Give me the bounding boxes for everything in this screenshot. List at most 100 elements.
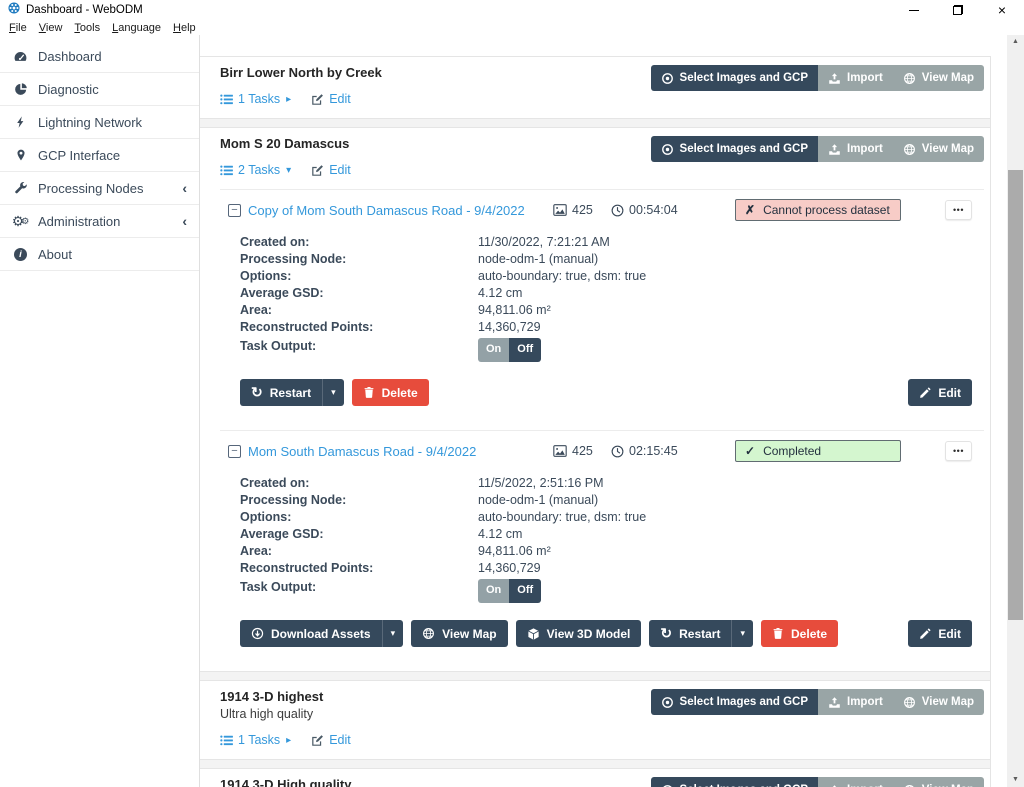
download-assets-dropdown-button[interactable]: ▾ (381, 620, 404, 647)
chevron-left-icon: ‹ (182, 180, 187, 196)
view-map-task-button[interactable]: View Map (411, 620, 508, 647)
detail-value: 4.12 cm (478, 286, 523, 300)
task-menu-button[interactable]: ••• (945, 200, 972, 220)
pencil-square-icon (312, 93, 324, 105)
import-button[interactable]: Import (818, 777, 893, 787)
status-badge: ✗ Cannot process dataset (735, 199, 901, 221)
menu-help[interactable]: Help (173, 21, 196, 34)
import-button[interactable]: Import (818, 136, 893, 162)
webodm-logo-icon (8, 1, 20, 19)
select-images-gcp-button[interactable]: Select Images and GCP (650, 65, 819, 91)
sidebar-item-label: GCP Interface (38, 147, 121, 163)
project-edit-link[interactable]: Edit (311, 92, 351, 106)
view-map-button[interactable]: View Map (892, 777, 984, 787)
select-images-gcp-button[interactable]: Select Images and GCP (650, 689, 819, 715)
menu-file[interactable]: File (9, 21, 27, 34)
delete-button[interactable]: Delete (351, 379, 429, 406)
sidebar-item-diagnostic[interactable]: Diagnostic (0, 73, 199, 106)
toggle-on-button[interactable]: On (478, 338, 510, 362)
row-separator (200, 760, 990, 768)
sidebar-item-lightning-network[interactable]: Lightning Network (0, 106, 199, 139)
sidebar-item-label: Dashboard (38, 48, 102, 64)
vertical-scrollbar[interactable]: ▲ ▼ (1007, 35, 1024, 787)
upload-icon (829, 143, 840, 155)
upload-icon (832, 784, 837, 787)
cube-icon (527, 627, 539, 640)
sidebar-item-administration[interactable]: ⚙ ⚙ Administration ‹ (0, 205, 199, 238)
task-menu-button[interactable]: ••• (945, 441, 972, 461)
sidebar-item-dashboard[interactable]: Dashboard (0, 40, 199, 73)
pencil-icon (920, 386, 931, 398)
tasks-link[interactable]: 2 Tasks ▾ (220, 163, 291, 177)
restart-dropdown-button[interactable]: ▾ (322, 379, 344, 406)
task-actions: ↻ Restart ▾ Delete Edit (240, 379, 972, 406)
restart-button[interactable]: ↻ Restart (649, 620, 732, 647)
trash-icon (773, 628, 783, 639)
sidebar-item-label: Processing Nodes (38, 180, 144, 196)
sidebar-item-processing-nodes[interactable]: Processing Nodes ‹ (0, 172, 199, 205)
refresh-icon: ↻ (660, 625, 673, 641)
window-title: Dashboard - WebODM (26, 4, 143, 16)
sidebar-item-about[interactable]: i About (0, 238, 199, 271)
project-edit-link[interactable]: Edit (311, 733, 351, 747)
menu-language[interactable]: Language (112, 21, 162, 34)
tasks-link[interactable]: 1 Tasks ▸ (220, 92, 291, 106)
delete-button[interactable]: Delete (761, 620, 839, 647)
detail-value: node-odm-1 (manual) (478, 493, 599, 507)
close-button[interactable]: × (980, 0, 1024, 20)
view-map-button[interactable]: View Map (892, 65, 984, 91)
view-map-button[interactable]: View Map (892, 136, 984, 162)
sidebar-item-label: About (38, 246, 72, 262)
project-buttons: Select Images and GCP Import View Map (650, 777, 984, 787)
menu-tools[interactable]: Tools (74, 21, 101, 34)
view-3d-model-button[interactable]: View 3D Model (515, 620, 642, 647)
caret-right-icon: ▸ (286, 93, 292, 105)
scroll-up-arrow-icon[interactable]: ▲ (1012, 38, 1019, 45)
info-circle-icon: i (12, 247, 29, 261)
caret-down-icon: ▾ (331, 387, 336, 397)
globe-icon (903, 143, 915, 155)
row-separator (200, 119, 990, 127)
task-title-link[interactable]: Mom South Damascus Road - 9/4/2022 (248, 443, 477, 459)
sidebar-item-gcp-interface[interactable]: GCP Interface (0, 139, 199, 172)
scrollbar-thumb[interactable] (1008, 170, 1023, 620)
import-button[interactable]: Import (818, 65, 893, 91)
task-details: Created on: 11/30/2022, 7:21:21 AM Proces… (240, 234, 984, 362)
pencil-icon (920, 627, 931, 639)
restore-button[interactable] (936, 0, 980, 20)
check-icon: ✓ (745, 444, 756, 458)
lightning-bolt-icon (12, 115, 29, 129)
task-title-link[interactable]: Copy of Mom South Damascus Road - 9/4/20… (248, 202, 525, 218)
collapse-task-button[interactable]: − (228, 203, 241, 217)
collapse-task-button[interactable]: − (228, 444, 241, 458)
edit-task-button[interactable]: Edit (908, 379, 972, 406)
toggle-on-button[interactable]: On (478, 579, 510, 603)
scroll-down-arrow-icon[interactable]: ▼ (1012, 776, 1019, 783)
import-button[interactable]: Import (818, 689, 893, 715)
menu-view[interactable]: View (38, 21, 63, 34)
tasks-link[interactable]: 1 Tasks ▸ (220, 733, 291, 747)
upload-icon (829, 696, 840, 708)
pie-chart-icon (12, 82, 29, 96)
close-icon: × (997, 2, 1007, 18)
select-images-gcp-button[interactable]: Select Images and GCP (650, 777, 819, 787)
task-output-toggle: On Off (478, 338, 542, 362)
window-controls: × (892, 0, 1024, 20)
restart-dropdown-button[interactable]: ▾ (731, 620, 754, 647)
view-map-button[interactable]: View Map (892, 689, 984, 715)
toggle-off-button[interactable]: Off (509, 579, 542, 603)
dot-circle-icon (661, 143, 673, 155)
edit-task-button[interactable]: Edit (908, 620, 972, 647)
task-list-icon (220, 165, 233, 175)
project-name: Birr Lower North by Creek (220, 65, 382, 80)
task-image-count: 425 (553, 203, 611, 217)
download-assets-button[interactable]: Download Assets (240, 620, 382, 647)
x-mark-icon: ✗ (745, 203, 756, 217)
detail-value: 11/30/2022, 7:21:21 AM (478, 235, 610, 249)
project-buttons: Select Images and GCP Import View Map (650, 136, 984, 162)
project-edit-link[interactable]: Edit (311, 163, 351, 177)
toggle-off-button[interactable]: Off (509, 338, 542, 362)
minimize-button[interactable] (892, 0, 936, 20)
restart-button[interactable]: ↻ Restart (240, 379, 323, 406)
select-images-gcp-button[interactable]: Select Images and GCP (650, 136, 819, 162)
